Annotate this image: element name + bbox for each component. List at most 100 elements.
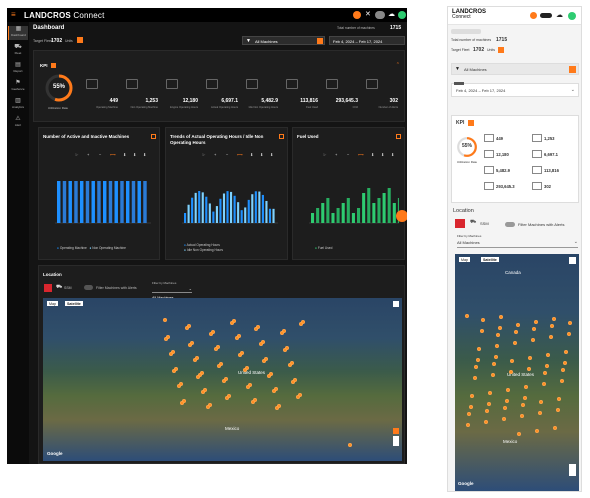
- mobile-location-filter[interactable]: All Machines ⌄: [457, 239, 578, 248]
- machine-marker[interactable]: [549, 335, 553, 339]
- machine-marker[interactable]: [296, 395, 300, 399]
- machine-marker[interactable]: [217, 364, 221, 368]
- alerts-toggle[interactable]: [84, 285, 93, 290]
- machine-marker[interactable]: [542, 382, 546, 386]
- machine-marker[interactable]: [474, 365, 478, 369]
- mobile-date-range-picker[interactable]: Feb 4, 2024 – Feb 17, 2024 ⌄: [451, 82, 579, 97]
- machine-marker[interactable]: [164, 337, 168, 341]
- pan-icon[interactable]: ☞: [75, 152, 79, 157]
- zoom-in-icon[interactable]: +: [214, 152, 217, 157]
- machine-marker[interactable]: [539, 400, 543, 404]
- machine-marker[interactable]: [481, 318, 485, 322]
- machine-marker[interactable]: [196, 375, 200, 379]
- pegman-icon[interactable]: [393, 428, 399, 434]
- machine-marker[interactable]: [238, 353, 242, 357]
- machine-marker[interactable]: [534, 320, 538, 324]
- more-icon[interactable]: ⬇: [143, 152, 147, 157]
- satellite-tab[interactable]: Satellite: [65, 301, 83, 306]
- machine-marker[interactable]: [535, 429, 539, 433]
- nav-item-dashboard[interactable]: ▦ Dashboard: [8, 26, 28, 40]
- machine-marker[interactable]: [499, 315, 503, 319]
- machine-marker[interactable]: [169, 352, 173, 356]
- tools-icon[interactable]: ✕: [365, 11, 371, 18]
- help-icon[interactable]: [353, 11, 361, 19]
- machine-marker[interactable]: [272, 389, 276, 393]
- machine-marker[interactable]: [550, 324, 554, 328]
- machine-marker[interactable]: [564, 350, 568, 354]
- download-icon[interactable]: ⬇: [123, 152, 127, 157]
- machine-marker[interactable]: [516, 323, 520, 327]
- machine-marker[interactable]: [206, 405, 210, 409]
- expand-icon[interactable]: [279, 134, 284, 139]
- zoom-in-icon[interactable]: +: [87, 152, 90, 157]
- machine-marker[interactable]: [543, 371, 547, 375]
- machine-marker[interactable]: [567, 332, 571, 336]
- machine-marker[interactable]: [492, 362, 496, 366]
- machine-marker[interactable]: [528, 356, 532, 360]
- machine-marker[interactable]: [506, 388, 510, 392]
- machine-marker[interactable]: [230, 321, 234, 325]
- cloud-icon[interactable]: ☁: [556, 12, 563, 19]
- machine-marker[interactable]: [510, 359, 514, 363]
- machine-marker[interactable]: [531, 338, 535, 342]
- mobile-kpi-settings-button[interactable]: [468, 120, 474, 126]
- pan-icon[interactable]: ☞: [323, 152, 327, 157]
- mobile-alerts-toggle[interactable]: [505, 222, 515, 227]
- machine-marker[interactable]: [484, 420, 488, 424]
- machine-marker[interactable]: [520, 414, 524, 418]
- machine-marker[interactable]: [532, 327, 536, 331]
- machine-marker[interactable]: [553, 426, 557, 430]
- machine-marker[interactable]: [502, 417, 506, 421]
- machine-marker[interactable]: [568, 321, 572, 325]
- machine-marker[interactable]: [466, 423, 470, 427]
- machine-marker[interactable]: [469, 405, 473, 409]
- machine-marker[interactable]: [280, 331, 284, 335]
- filter-toggle-button[interactable]: [317, 38, 323, 44]
- download-icon[interactable]: ⬇: [250, 152, 254, 157]
- download-icon[interactable]: ⬇: [371, 152, 375, 157]
- machine-marker[interactable]: [222, 379, 226, 383]
- machine-marker[interactable]: [246, 385, 250, 389]
- machine-marker[interactable]: [556, 408, 560, 412]
- machine-marker[interactable]: [348, 443, 352, 447]
- nav-item-fleet[interactable]: ⛟ Fleet: [8, 44, 28, 58]
- machine-marker[interactable]: [172, 369, 176, 373]
- machine-marker[interactable]: [188, 343, 192, 347]
- avatar[interactable]: [568, 12, 576, 20]
- cloud-icon[interactable]: ☁: [388, 11, 395, 18]
- expand-icon[interactable]: [151, 134, 156, 139]
- menu-icon[interactable]: ⬇: [260, 152, 264, 157]
- mobile-machine-filter[interactable]: ▼ All Machines: [451, 63, 579, 75]
- machine-marker[interactable]: [465, 314, 469, 318]
- reset-icon[interactable]: ⟷: [237, 152, 243, 157]
- machine-marker[interactable]: [283, 348, 287, 352]
- machine-marker[interactable]: [491, 373, 495, 377]
- machine-marker[interactable]: [494, 355, 498, 359]
- nav-item-geofence[interactable]: ⚑ Geofence: [8, 80, 28, 94]
- machine-marker[interactable]: [498, 326, 502, 330]
- machine-filter[interactable]: ▼ All Machines: [242, 36, 325, 45]
- machine-marker[interactable]: [235, 336, 239, 340]
- machine-marker[interactable]: [487, 402, 491, 406]
- machine-marker[interactable]: [495, 344, 499, 348]
- machine-marker[interactable]: [517, 432, 521, 436]
- zoom-in-icon[interactable]: +: [335, 152, 338, 157]
- reset-icon[interactable]: ⟷: [358, 152, 364, 157]
- machine-marker[interactable]: [480, 329, 484, 333]
- machine-marker[interactable]: [496, 333, 500, 337]
- reset-icon[interactable]: ⟷: [110, 152, 116, 157]
- machine-marker[interactable]: [193, 358, 197, 362]
- machine-marker[interactable]: [254, 327, 258, 331]
- machine-marker[interactable]: [473, 376, 477, 380]
- machine-marker[interactable]: [291, 380, 295, 384]
- machine-marker[interactable]: [545, 364, 549, 368]
- map-tab[interactable]: Map: [47, 301, 58, 306]
- machine-marker[interactable]: [251, 400, 255, 404]
- machine-marker[interactable]: [485, 409, 489, 413]
- zoom-out-icon[interactable]: −: [99, 152, 102, 157]
- zoom-controls[interactable]: [569, 464, 576, 476]
- menu-icon[interactable]: ⬇: [133, 152, 137, 157]
- fullscreen-icon[interactable]: [569, 257, 576, 264]
- menu-icon[interactable]: ≡: [11, 10, 16, 19]
- machine-marker[interactable]: [163, 318, 167, 322]
